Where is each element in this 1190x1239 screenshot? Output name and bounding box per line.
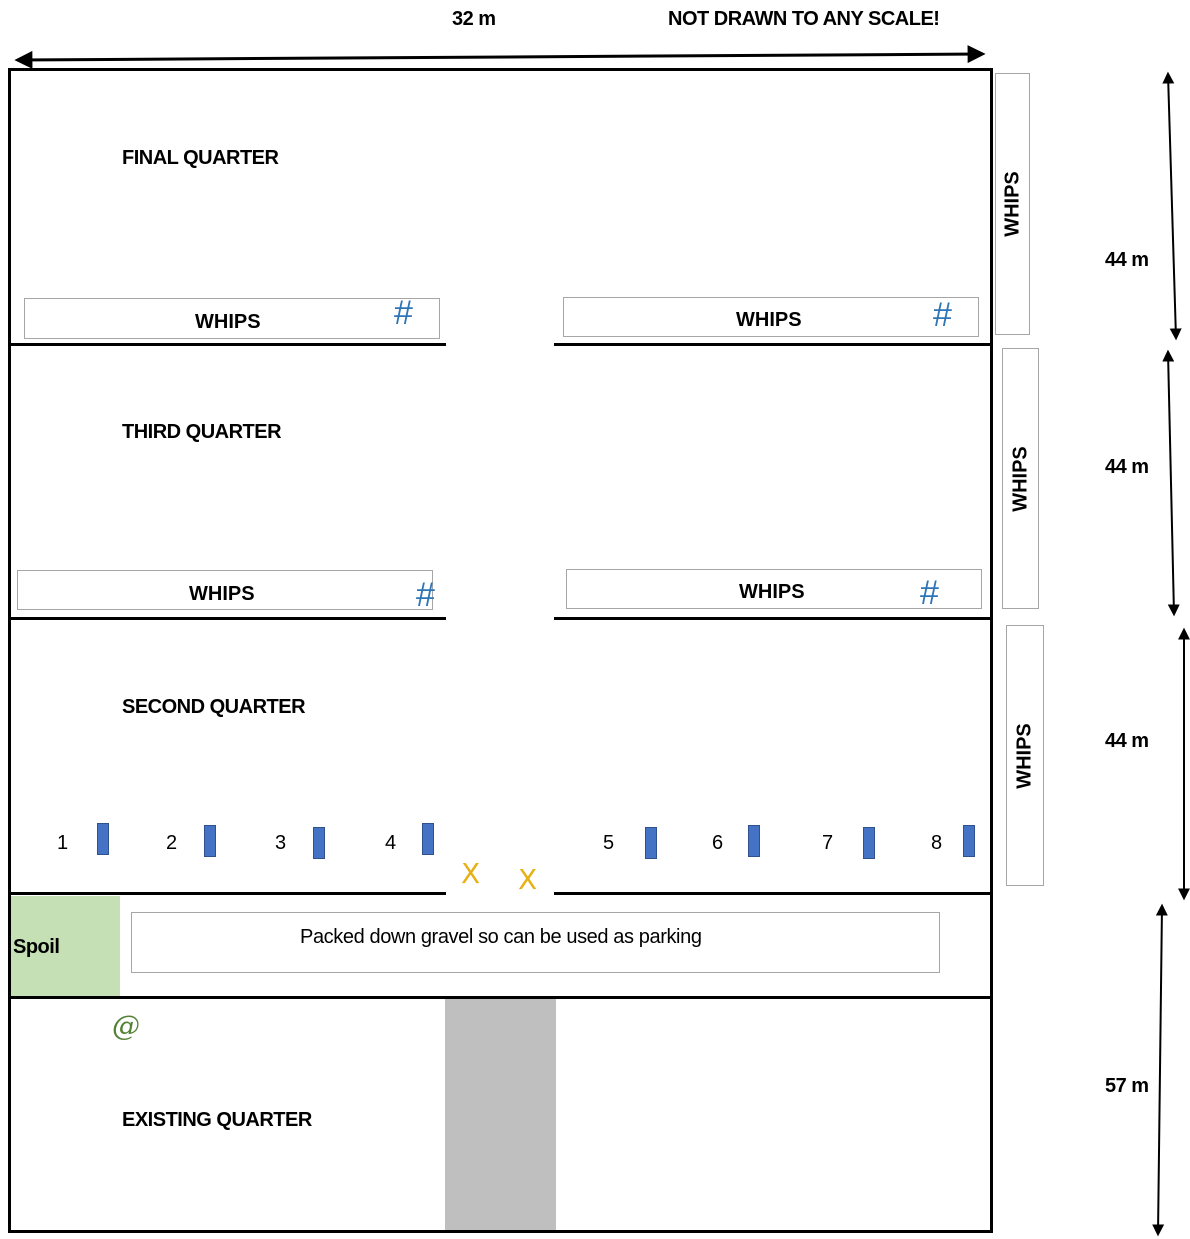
hash-marker: # [920,574,939,612]
whips-label: WHIPS [195,311,261,333]
plot-marker-1 [97,823,109,855]
divider-second-parking-left [8,892,446,895]
hash-marker: # [416,576,435,614]
access-path [445,999,556,1230]
whips-box-third-left: WHIPS [17,570,433,610]
plot-number-5: 5 [603,832,615,854]
plot-marker-6 [748,825,760,857]
plot-marker-5 [645,827,657,859]
gate-marker-right: X [518,863,538,896]
divider-second-parking-right [554,892,992,895]
plot-marker-8 [963,825,975,857]
plot-number-3: 3 [275,832,287,854]
width-arrow [14,45,986,69]
dimension-existing: 57 m [1105,1075,1149,1097]
dimension-second: 44 m [1105,730,1149,752]
whips-box-final-right: WHIPS [563,297,979,337]
spoil-label: Spoil [13,936,60,958]
whips-strip-final: WHIPS [995,73,1030,335]
plot-marker-2 [204,825,216,857]
divider-parking-existing [8,996,993,999]
whips-label: WHIPS [1001,171,1023,237]
dimension-final: 44 m [1105,249,1149,271]
whips-strip-second: WHIPS [1006,625,1044,886]
whips-box-final-left: WHIPS [24,298,440,339]
width-label: 32 m [452,8,496,30]
plot-number-4: 4 [385,832,397,854]
divider-third-second-right [554,617,992,620]
whips-label: WHIPS [1009,445,1031,512]
parking-label: Packed down gravel so can be used as par… [300,926,702,948]
gate-marker-left: X [461,857,481,890]
whips-label: WHIPS [1013,722,1036,789]
divider-final-third-right [554,343,992,346]
top-boundary [8,68,993,71]
divider-third-second-left [8,617,446,620]
height-arrow-final [1162,71,1182,341]
plot-number-2: 2 [166,832,178,854]
whips-label: WHIPS [739,581,805,603]
left-boundary [8,68,11,1233]
plot-marker-4 [422,823,434,855]
divider-final-third-left [8,343,446,346]
right-boundary [990,68,993,1233]
scale-note: NOT DRAWN TO ANY SCALE! [668,8,940,30]
third-quarter-label: THIRD QUARTER [122,421,282,443]
dimension-third: 44 m [1105,456,1149,478]
spoil-area: Spoil [11,896,120,996]
plot-number-7: 7 [822,832,834,854]
second-quarter-label: SECOND QUARTER [122,696,306,718]
parking-area: Packed down gravel so can be used as par… [131,912,940,973]
whips-label: WHIPS [189,583,255,605]
height-arrow-existing [1152,903,1168,1237]
hash-marker: # [394,294,413,332]
hash-marker: # [933,296,952,334]
existing-quarter-label: EXISTING QUARTER [122,1109,312,1131]
whips-label: WHIPS [736,309,802,331]
height-arrow-third [1162,349,1180,617]
plot-number-8: 8 [931,832,943,854]
whips-box-third-right: WHIPS [566,569,982,609]
plot-number-6: 6 [712,832,724,854]
whips-strip-third: WHIPS [1002,348,1039,609]
at-marker: @ [112,1009,140,1042]
final-quarter-label: FINAL QUARTER [122,147,279,169]
plot-marker-7 [863,827,875,859]
plot-marker-3 [313,827,325,859]
bottom-boundary [8,1230,993,1233]
plot-number-1: 1 [57,832,69,854]
